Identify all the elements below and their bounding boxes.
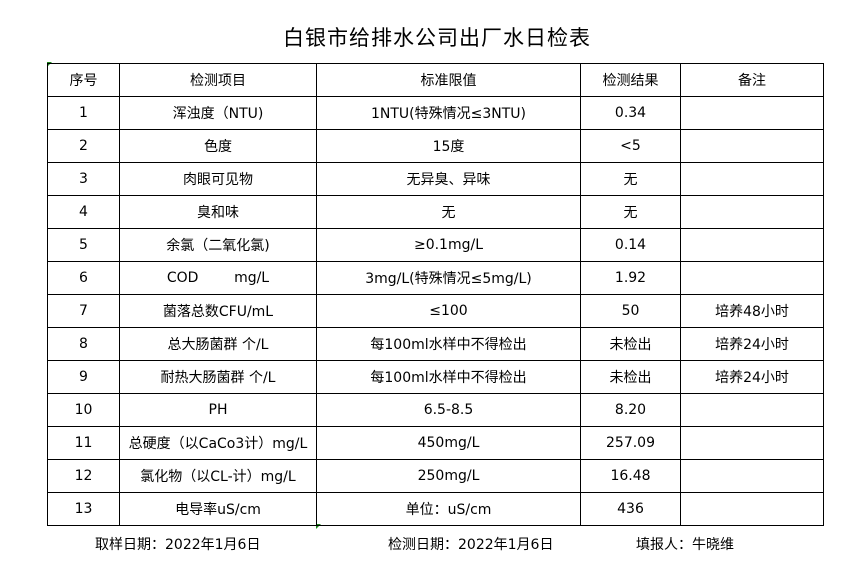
standard-limit: 1NTU(特殊情况≤3NTU) xyxy=(316,96,581,130)
header-cell: 备注 xyxy=(680,63,824,97)
table-row: 9 耐热大肠菌群 个/L 每100ml水样中不得检出 未检出 培养24小时 xyxy=(47,360,824,394)
test-result: 无 xyxy=(580,195,681,229)
standard-limit: ≤100 xyxy=(316,294,581,328)
row-number: 9 xyxy=(47,360,120,394)
remark xyxy=(680,426,824,460)
remark: 培养48小时 xyxy=(680,294,824,328)
standard-limit: 无 xyxy=(316,195,581,229)
test-result: 无 xyxy=(580,162,681,196)
table-row: 8 总大肠菌群 个/L 每100ml水样中不得检出 未检出 培养24小时 xyxy=(47,327,824,361)
header-row: 序号 检测项目 标准限值 检测结果 备注 xyxy=(47,63,824,97)
remark: 培养24小时 xyxy=(680,360,824,394)
remark xyxy=(680,261,824,295)
test-result: 8.20 xyxy=(580,393,681,427)
table-row: 1 浑浊度（NTU) 1NTU(特殊情况≤3NTU) 0.34 xyxy=(47,96,824,130)
standard-limit: 450mg/L xyxy=(316,426,581,460)
inspection-table: 序号 检测项目 标准限值 检测结果 备注 1 浑浊度（NTU) 1NTU(特殊情况≤… xyxy=(47,63,824,526)
test-result: 50 xyxy=(580,294,681,328)
row-number: 4 xyxy=(47,195,120,229)
row-number: 13 xyxy=(47,492,120,526)
row-number: 7 xyxy=(47,294,120,328)
row-number: 1 xyxy=(47,96,120,130)
cell-marker xyxy=(316,524,321,529)
table-row: 11 总硬度（以CaCo3计）mg/L 450mg/L 257.09 xyxy=(47,426,824,460)
standard-limit: ≥0.1mg/L xyxy=(316,228,581,262)
remark xyxy=(680,162,824,196)
test-result: 1.92 xyxy=(580,261,681,295)
test-item: 耐热大肠菌群 个/L xyxy=(119,360,317,394)
test-result: 0.14 xyxy=(580,228,681,262)
row-number: 5 xyxy=(47,228,120,262)
standard-limit: 单位：uS/cm xyxy=(316,492,581,526)
table-row: 10 PH 6.5-8.5 8.20 xyxy=(47,393,824,427)
test-result: 16.48 xyxy=(580,459,681,493)
remark xyxy=(680,492,824,526)
table-row: 13 电导率uS/cm 单位：uS/cm 436 xyxy=(47,492,824,526)
header-cell: 检测项目 xyxy=(119,63,317,97)
remark: 培养24小时 xyxy=(680,327,824,361)
header-cell: 检测结果 xyxy=(580,63,681,97)
header-cell: 序号 xyxy=(47,63,120,97)
table-row: 7 菌落总数CFU/mL ≤100 50 培养48小时 xyxy=(47,294,824,328)
test-item: COD mg/L xyxy=(119,261,317,295)
table-row: 12 氯化物（以CL-计）mg/L 250mg/L 16.48 xyxy=(47,459,824,493)
test-item: 臭和味 xyxy=(119,195,317,229)
standard-limit: 每100ml水样中不得检出 xyxy=(316,360,581,394)
header-cell: 标准限值 xyxy=(316,63,581,97)
standard-limit: 无异臭、异味 xyxy=(316,162,581,196)
remark xyxy=(680,393,824,427)
test-item: 总大肠菌群 个/L xyxy=(119,327,317,361)
test-item: 余氯（二氧化氯) xyxy=(119,228,317,262)
test-result: 257.09 xyxy=(580,426,681,460)
standard-limit: 6.5-8.5 xyxy=(316,393,581,427)
row-number: 12 xyxy=(47,459,120,493)
table-row: 6 COD mg/L 3mg/L(特殊情况≤5mg/L) 1.92 xyxy=(47,261,824,295)
row-number: 8 xyxy=(47,327,120,361)
row-number: 10 xyxy=(47,393,120,427)
reporter: 填报人：牛晓维 xyxy=(636,537,734,553)
test-item: PH xyxy=(119,393,317,427)
remark xyxy=(680,459,824,493)
table-row: 4 臭和味无无 xyxy=(47,195,824,229)
remark xyxy=(680,195,824,229)
remark xyxy=(680,228,824,262)
test-item: 电导率uS/cm xyxy=(119,492,317,526)
row-number: 2 xyxy=(47,129,120,163)
table-row: 2 色度 15度 <5 xyxy=(47,129,824,163)
test-result: 未检出 xyxy=(580,360,681,394)
standard-limit: 15度 xyxy=(316,129,581,163)
test-item: 总硬度（以CaCo3计）mg/L xyxy=(119,426,317,460)
test-date: 检测日期：2022年1月6日 xyxy=(388,537,554,553)
table-row: 3 肉眼可见物 无异臭、异味无 xyxy=(47,162,824,196)
test-result: 未检出 xyxy=(580,327,681,361)
table-row: 5 余氯（二氧化氯) ≥0.1mg/L 0.14 xyxy=(47,228,824,262)
test-item: 菌落总数CFU/mL xyxy=(119,294,317,328)
remark xyxy=(680,96,824,130)
remark xyxy=(680,129,824,163)
test-result: 0.34 xyxy=(580,96,681,130)
standard-limit: 250mg/L xyxy=(316,459,581,493)
standard-limit: 每100ml水样中不得检出 xyxy=(316,327,581,361)
row-number: 6 xyxy=(47,261,120,295)
row-number: 3 xyxy=(47,162,120,196)
test-item: 浑浊度（NTU) xyxy=(119,96,317,130)
page-title: 白银市给排水公司出厂水日检表 xyxy=(283,26,591,50)
test-item: 氯化物（以CL-计）mg/L xyxy=(119,459,317,493)
row-number: 11 xyxy=(47,426,120,460)
test-item: 色度 xyxy=(119,129,317,163)
sample-date: 取样日期：2022年1月6日 xyxy=(95,537,261,553)
test-result: 436 xyxy=(580,492,681,526)
test-item: 肉眼可见物 xyxy=(119,162,317,196)
standard-limit: 3mg/L(特殊情况≤5mg/L) xyxy=(316,261,581,295)
test-result: <5 xyxy=(580,129,681,163)
